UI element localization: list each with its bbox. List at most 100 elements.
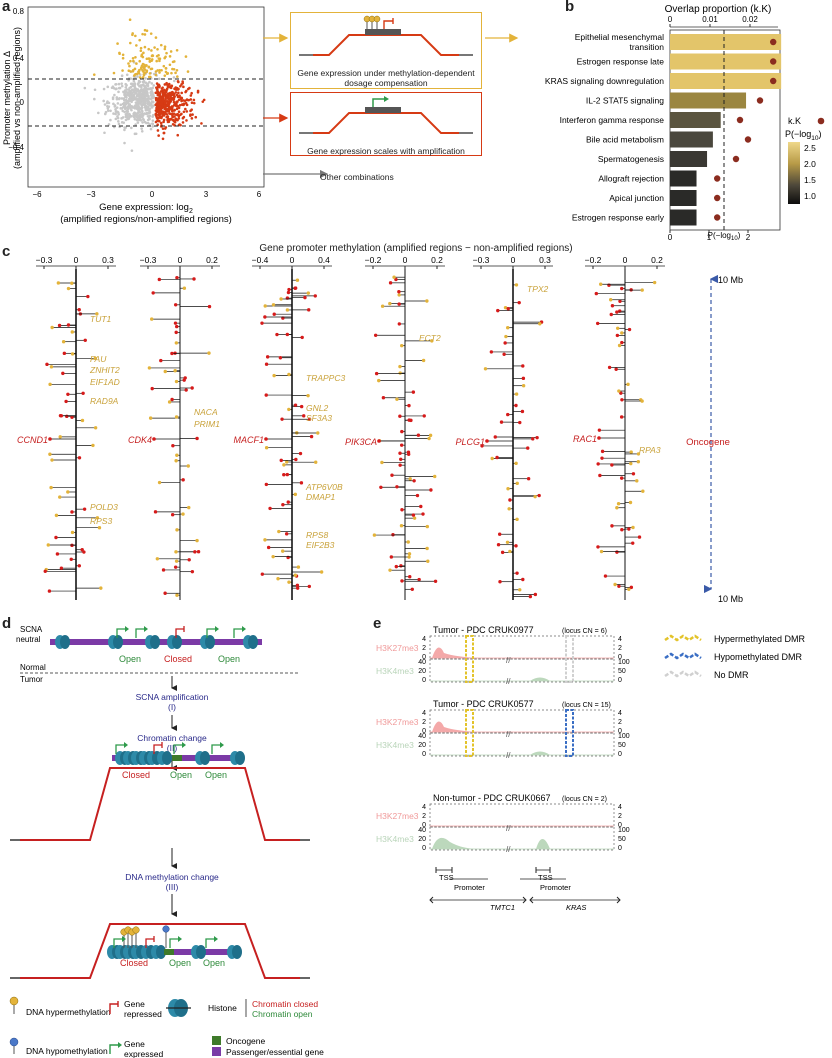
scatter-point <box>120 97 124 100</box>
scatter-point <box>181 80 184 83</box>
legend-tick: 1.5 <box>804 175 816 185</box>
c-lollipop <box>295 278 300 282</box>
c-lollipop <box>151 291 155 295</box>
scatter-point <box>182 85 185 89</box>
d-legend: DNA hypermethylation DNA hypomethylation… <box>9 996 324 1058</box>
scatter-point <box>145 87 148 90</box>
scatter-point <box>121 109 125 113</box>
scatter-point <box>159 110 162 114</box>
c-lollipop <box>174 379 179 384</box>
legend-dot <box>817 117 825 125</box>
c-lollipop <box>397 322 402 326</box>
scatter-point <box>132 59 135 63</box>
c-lollipop <box>411 390 416 394</box>
scatter-point <box>121 53 125 57</box>
c-lollipop <box>285 308 290 312</box>
c-lollipop <box>514 403 518 408</box>
b-dot <box>714 214 721 221</box>
scatter-point <box>181 121 185 124</box>
scatter-point <box>163 83 167 86</box>
c-gene-label: ATP6V0B <box>305 482 343 492</box>
scatter-point <box>154 73 158 77</box>
scatter-point <box>163 91 167 95</box>
scatter-point <box>142 100 145 104</box>
scatter-point <box>132 97 135 101</box>
scatter-point <box>147 107 151 111</box>
svg-text:0: 0 <box>618 677 622 684</box>
c-lollipop <box>77 308 81 312</box>
c-lollipop <box>299 404 304 409</box>
svg-text:Open: Open <box>218 654 240 664</box>
scatter-point <box>141 62 145 66</box>
c-lollipop <box>150 386 154 391</box>
c-gene-label: RAD9A <box>90 396 119 406</box>
e-track-k27: H3K27me3 <box>376 643 419 653</box>
c-lollipop <box>148 416 153 420</box>
c-lollipop <box>412 479 416 483</box>
c-lollipop <box>399 524 404 528</box>
scatter-point <box>176 79 180 83</box>
scatter-point <box>182 115 186 119</box>
panel-a-label: a <box>2 0 11 15</box>
scatter-point <box>169 112 172 116</box>
legend-scale-end: ) <box>819 129 822 139</box>
scatter-point <box>109 109 112 113</box>
c-lollipop <box>155 557 160 561</box>
c-lollipop <box>161 568 166 572</box>
expressed-arrow <box>372 98 387 107</box>
legend-scale-title: P(−log <box>785 129 811 139</box>
c-lollipop <box>493 435 497 439</box>
c-lollipop <box>181 512 185 516</box>
c-lollipop <box>517 300 521 305</box>
c-lollipop <box>526 446 530 450</box>
scatter-point <box>130 126 133 130</box>
c-lollipop <box>264 393 268 397</box>
scatter-point <box>124 115 128 118</box>
svg-text:100: 100 <box>618 659 630 666</box>
c-lollipop <box>47 589 52 593</box>
c-lollipop <box>627 327 632 332</box>
scatter-point <box>166 92 170 96</box>
c-lollipop <box>263 304 267 308</box>
e-block: Non-tumor - PDC CRUK0667 (locus CN = 2) H3… <box>376 793 630 854</box>
scatter-point <box>157 116 161 119</box>
scatter-point <box>114 108 117 111</box>
c-lollipop <box>153 510 158 514</box>
scatter-point <box>134 101 138 104</box>
scatter-point <box>133 111 136 114</box>
scatter-point <box>155 59 158 63</box>
panel-e-tracks: Hypermethylated DMR Hypomethylated DMR N… <box>376 625 806 912</box>
e-dmr <box>565 635 574 683</box>
c-lollipop <box>69 557 73 561</box>
svg-text:Hypermethylated DMR: Hypermethylated DMR <box>714 634 806 644</box>
b-category-label: Epithelial mesenchymal <box>575 32 664 42</box>
scatter-point <box>140 114 144 118</box>
scatter-point <box>170 71 173 75</box>
scatter-point <box>136 121 140 124</box>
c-gene-label: NACA <box>194 407 218 417</box>
c-lollipop <box>483 367 488 371</box>
c-lollipop <box>81 391 85 396</box>
svg-text:Hypomethylated DMR: Hypomethylated DMR <box>714 652 803 662</box>
legend-tick: 1.0 <box>804 191 816 201</box>
b-top-tick: 0.02 <box>742 15 758 24</box>
scatter-point <box>137 79 141 83</box>
c-lollipop <box>507 507 511 511</box>
scatter-point <box>175 68 179 72</box>
scatter-point <box>148 114 152 118</box>
c-lollipop <box>173 369 177 373</box>
scatter-point <box>116 102 120 105</box>
c-lollipop <box>263 315 267 319</box>
c-lollipop <box>272 312 276 316</box>
b-bar <box>670 34 782 50</box>
scatter-point <box>190 91 193 95</box>
scatter-point <box>133 85 137 89</box>
scatter-point <box>190 108 193 111</box>
scatter-point <box>157 119 161 123</box>
scatter-point <box>139 84 143 87</box>
c-lollipop <box>266 545 271 550</box>
c-lollipop <box>62 351 67 356</box>
c-lollipop <box>296 565 301 569</box>
